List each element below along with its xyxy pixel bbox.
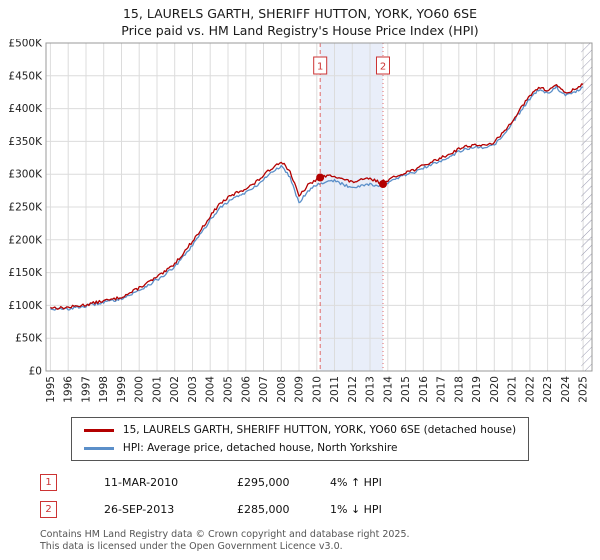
x-axis-tick-label: 1997 [81, 376, 93, 403]
x-axis-tick-label: 2005 [223, 376, 235, 403]
transaction-date-1: 11-MAR-2010 [104, 476, 179, 489]
y-axis-tick-label: £450K [8, 70, 43, 82]
legend-entry-property: 15, LAURELS GARTH, SHERIFF HUTTON, YORK,… [83, 424, 517, 436]
property-line-swatch [83, 428, 114, 432]
page-subtitle: Price paid vs. HM Land Registry's House … [121, 23, 479, 38]
legend-entry-hpi: HPI: Average price, detached house, Nort… [83, 442, 516, 454]
transaction-row-2: 2 26-SEP-2013 £285,000 1% ↓ HPI [40, 501, 600, 518]
x-axis-tick-label: 2009 [294, 376, 306, 403]
transaction-row-1: 1 11-MAR-2010 £295,000 4% ↑ HPI [40, 474, 600, 491]
future-hatch-region [581, 43, 592, 371]
legend-label-property: 15, LAURELS GARTH, SHERIFF HUTTON, YORK,… [122, 424, 517, 436]
x-axis-tick-label: 2000 [134, 376, 146, 403]
sale-marker-box-label-2: 2 [380, 62, 386, 73]
x-axis-tick-label: 1998 [98, 376, 110, 403]
sale-marker-box-2 [376, 56, 390, 75]
transaction-list: 1 11-MAR-2010 £295,000 4% ↑ HPI 2 26-SEP… [40, 474, 600, 518]
y-axis-tick-label: £50K [15, 333, 43, 345]
plot-border [45, 42, 593, 372]
chart-legend: 15, LAURELS GARTH, SHERIFF HUTTON, YORK,… [70, 417, 530, 461]
x-axis-tick-label: 2013 [365, 376, 377, 403]
x-axis-tick-label: 2012 [347, 376, 359, 403]
y-axis-tick-label: £350K [8, 136, 43, 148]
price-history-chart: 1 2 £0 £50K £100K £150K £200K £250K £300K £350K £4… [8, 39, 593, 403]
transaction-hpi-delta-2: 1% ↓ HPI [330, 503, 382, 516]
y-axis-tick-label: £250K [8, 202, 43, 214]
page-title: 15, LAURELS GARTH, SHERIFF HUTTON, YORK,… [122, 6, 478, 21]
hpi-line-swatch [83, 446, 114, 450]
x-axis-tick-label: 2017 [436, 376, 448, 403]
license-footer: Contains HM Land Registry data © Crown c… [40, 529, 600, 553]
transaction-date-2: 26-SEP-2013 [104, 503, 175, 516]
sale-marker-box-label-1: 1 [317, 62, 323, 73]
x-axis-tick-label: 2021 [507, 376, 519, 403]
y-axis-tick-label: £400K [8, 103, 43, 115]
chart-header: 15, LAURELS GARTH, SHERIFF HUTTON, YORK,… [0, 0, 600, 39]
y-axis-tick-label: £300K [8, 169, 43, 181]
sale-marker-dot-2 [379, 180, 387, 188]
x-axis-tick-label: 2022 [524, 376, 536, 403]
x-axis-tick-label: 2008 [276, 376, 288, 403]
sale-marker-dot-1 [316, 173, 325, 182]
y-axis-tick-label: £150K [8, 267, 43, 279]
x-axis-tick-label: 1996 [63, 376, 75, 403]
x-axis-tick-label: 2018 [453, 376, 465, 403]
x-axis-tick-label: 2003 [187, 376, 199, 403]
transaction-hpi-delta-1: 4% ↑ HPI [330, 476, 382, 489]
x-axis-tick-label: 2024 [560, 376, 572, 403]
legend-label-hpi: HPI: Average price, detached house, Nort… [122, 442, 398, 454]
footer-line-1: Contains HM Land Registry data © Crown c… [40, 529, 410, 540]
x-axis-tick-label: 2010 [311, 376, 323, 403]
x-axis-tick-label: 2023 [542, 376, 554, 403]
x-axis-tick-label: 2006 [240, 376, 252, 403]
x-axis-tick-label: 2016 [418, 376, 430, 403]
x-axis-tick-label: 1995 [45, 376, 57, 403]
series-line-hpi [50, 85, 584, 311]
transaction-price-1: £295,000 [237, 476, 290, 489]
x-axis-tick-label: 2004 [205, 376, 217, 403]
y-axis-tick-label: £200K [8, 234, 43, 246]
y-axis-tick-label: £100K [8, 300, 43, 312]
y-axis-tick-label: £500K [8, 39, 43, 50]
transaction-price-2: £285,000 [237, 503, 290, 516]
x-axis-tick-label: 2007 [258, 376, 270, 403]
x-axis-tick-label: 2001 [152, 376, 164, 403]
x-axis-tick-label: 2002 [169, 376, 181, 403]
x-axis-tick-label: 2019 [471, 376, 483, 403]
x-axis-tick-label: 2020 [489, 376, 501, 403]
x-axis-tick-label: 2015 [400, 376, 412, 403]
y-axis-tick-label: £0 [29, 366, 42, 378]
transaction-marker-2: 2 [40, 501, 57, 518]
x-axis-tick-label: 2025 [578, 376, 590, 403]
x-axis-tick-label: 2011 [329, 376, 341, 403]
sale-marker-box-1 [313, 56, 328, 75]
footer-line-2: This data is licensed under the Open Gov… [40, 541, 343, 552]
x-axis-tick-label: 1999 [116, 376, 128, 403]
x-axis-tick-label: 2014 [382, 376, 394, 403]
transaction-marker-1: 1 [40, 474, 57, 491]
